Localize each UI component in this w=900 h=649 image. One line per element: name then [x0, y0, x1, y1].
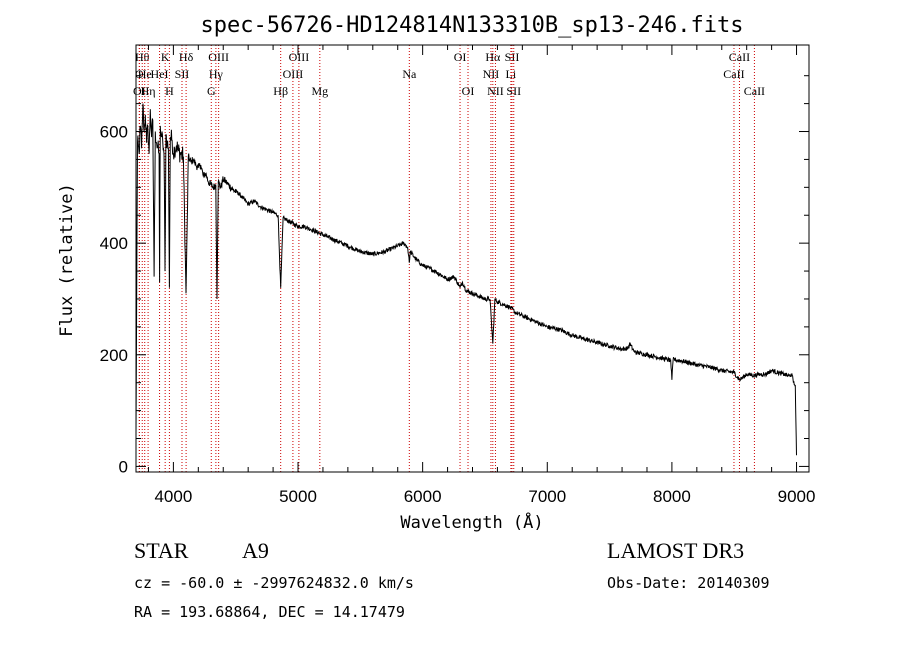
spectral-line-label: Hη	[141, 84, 156, 98]
ra-dec: RA = 193.68864, DEC = 14.17479	[134, 603, 405, 621]
x-tick-label: 5000	[279, 487, 317, 506]
plot-frame	[135, 44, 810, 473]
survey-name: LAMOST DR3	[607, 538, 745, 563]
spectral-line-label: H	[165, 84, 174, 98]
spectral-line-label: NII	[487, 84, 504, 98]
y-tick-label: 200	[100, 346, 128, 365]
spectral-line-label: CaII	[729, 50, 750, 64]
x-axis-label: Wavelength (Å)	[400, 511, 543, 533]
spectral-line-label: G	[207, 84, 216, 98]
y-tick-label: 400	[100, 234, 128, 253]
spectrum-line	[135, 103, 797, 456]
spectral-line-label: Mg	[311, 84, 328, 98]
spectral-line-label: K	[161, 50, 170, 64]
spectral-line-label: CaII	[744, 84, 765, 98]
axes: 4000 5000 6000 7000 8000 9000 0 200 400 600	[100, 44, 816, 506]
spectral-line-label: SII	[175, 67, 190, 81]
chart-title: spec-56726-HD124814N133310B_sp13-246.fit…	[200, 13, 743, 38]
object-subclass: A9	[242, 538, 269, 563]
spectral-line-label: SII	[505, 50, 520, 64]
spectral-line-label: HeI	[151, 67, 169, 81]
spectral-line-label: Hγ	[209, 67, 224, 81]
spectral-line-label: O	[135, 67, 144, 81]
redshift-cz: cz = -60.0 ± -2997624832.0 km/s	[134, 574, 414, 592]
spectral-line-label: Hθ	[135, 50, 150, 64]
object-class: STAR	[134, 538, 189, 563]
x-tick-label: 8000	[653, 487, 691, 506]
spectral-line-label: OI	[454, 50, 467, 64]
x-tick-label: 6000	[404, 487, 442, 506]
spectral-line-label: He	[138, 67, 152, 81]
spectrum-series	[135, 103, 797, 456]
observation-date: Obs-Date: 20140309	[607, 574, 770, 592]
spectral-line-label: Hβ	[273, 84, 288, 98]
spectral-line-label: NII	[483, 67, 500, 81]
spectral-line-label: OIII	[283, 67, 304, 81]
y-tick-label: 600	[100, 123, 128, 142]
y-axis-label: Flux (relative)	[57, 183, 77, 337]
spectral-line-label: OI	[462, 84, 475, 98]
x-tick-label: 9000	[778, 487, 816, 506]
spectral-line-label: Hα	[485, 50, 501, 64]
spectral-line-label: SII	[506, 84, 521, 98]
spectral-line-label: Li	[506, 67, 517, 81]
spectral-line-label: Hδ	[179, 50, 194, 64]
x-tick-label: 7000	[528, 487, 566, 506]
x-tick-label: 4000	[154, 487, 192, 506]
spectral-line-label: OIII	[289, 50, 310, 64]
spectral-line-label: CaII	[723, 67, 744, 81]
spectral-line-label: OIII	[208, 50, 229, 64]
spectral-line-markers: O OI Hθ He Hη K HeI H Hδ SII OIII Hγ G Hβ OIII OIII Mg Na…	[133, 45, 765, 472]
y-tick-label: 0	[119, 457, 128, 476]
spectral-line-label: Na	[402, 67, 417, 81]
